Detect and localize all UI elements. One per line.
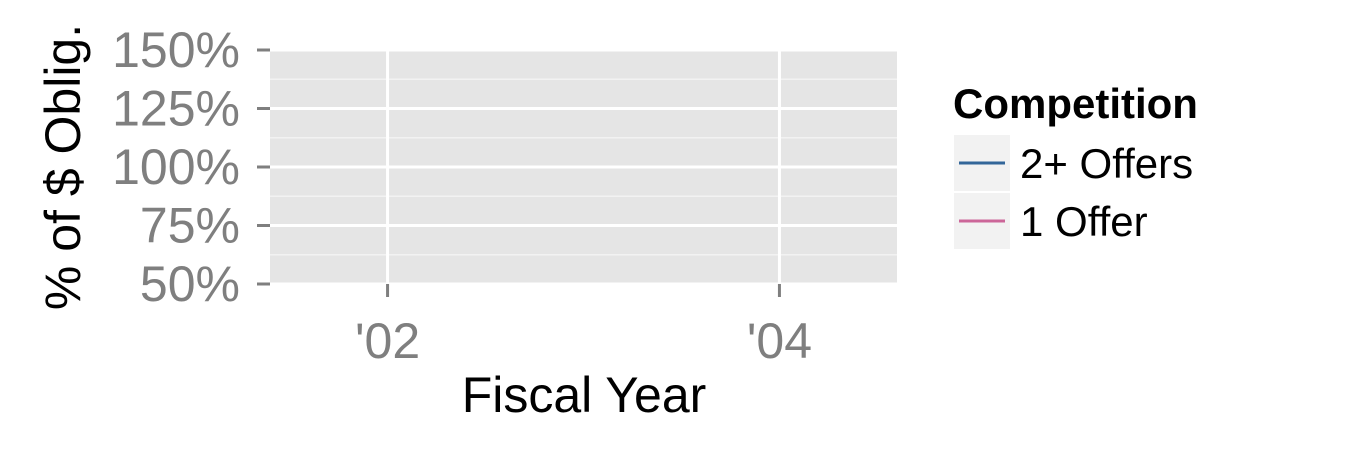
legend-label-1-offer: 1 Offer [1020, 198, 1148, 245]
y-axis: 50%75%100%125%150% [112, 22, 270, 312]
x-axis-title: Fiscal Year [462, 367, 707, 423]
legend: Competition 2+ Offers 1 Offer [953, 80, 1198, 249]
legend-items: 2+ Offers 1 Offer [954, 135, 1193, 249]
x-tick-label: '04 [747, 313, 812, 369]
y-tick-label: 100% [112, 139, 240, 195]
y-tick-label: 50% [140, 256, 240, 312]
y-axis-title: % of $ Oblig. [35, 24, 91, 310]
y-tick-label: 75% [140, 198, 240, 254]
y-tick-label: 125% [112, 81, 240, 137]
x-axis: '02 '04 [355, 284, 812, 369]
major-gridlines [270, 48, 897, 286]
minor-gridlines [270, 78, 897, 256]
legend-label-2-offers: 2+ Offers [1020, 140, 1193, 187]
y-tick-label: 150% [112, 22, 240, 78]
x-tick-label: '02 [355, 313, 420, 369]
legend-title: Competition [953, 80, 1198, 127]
